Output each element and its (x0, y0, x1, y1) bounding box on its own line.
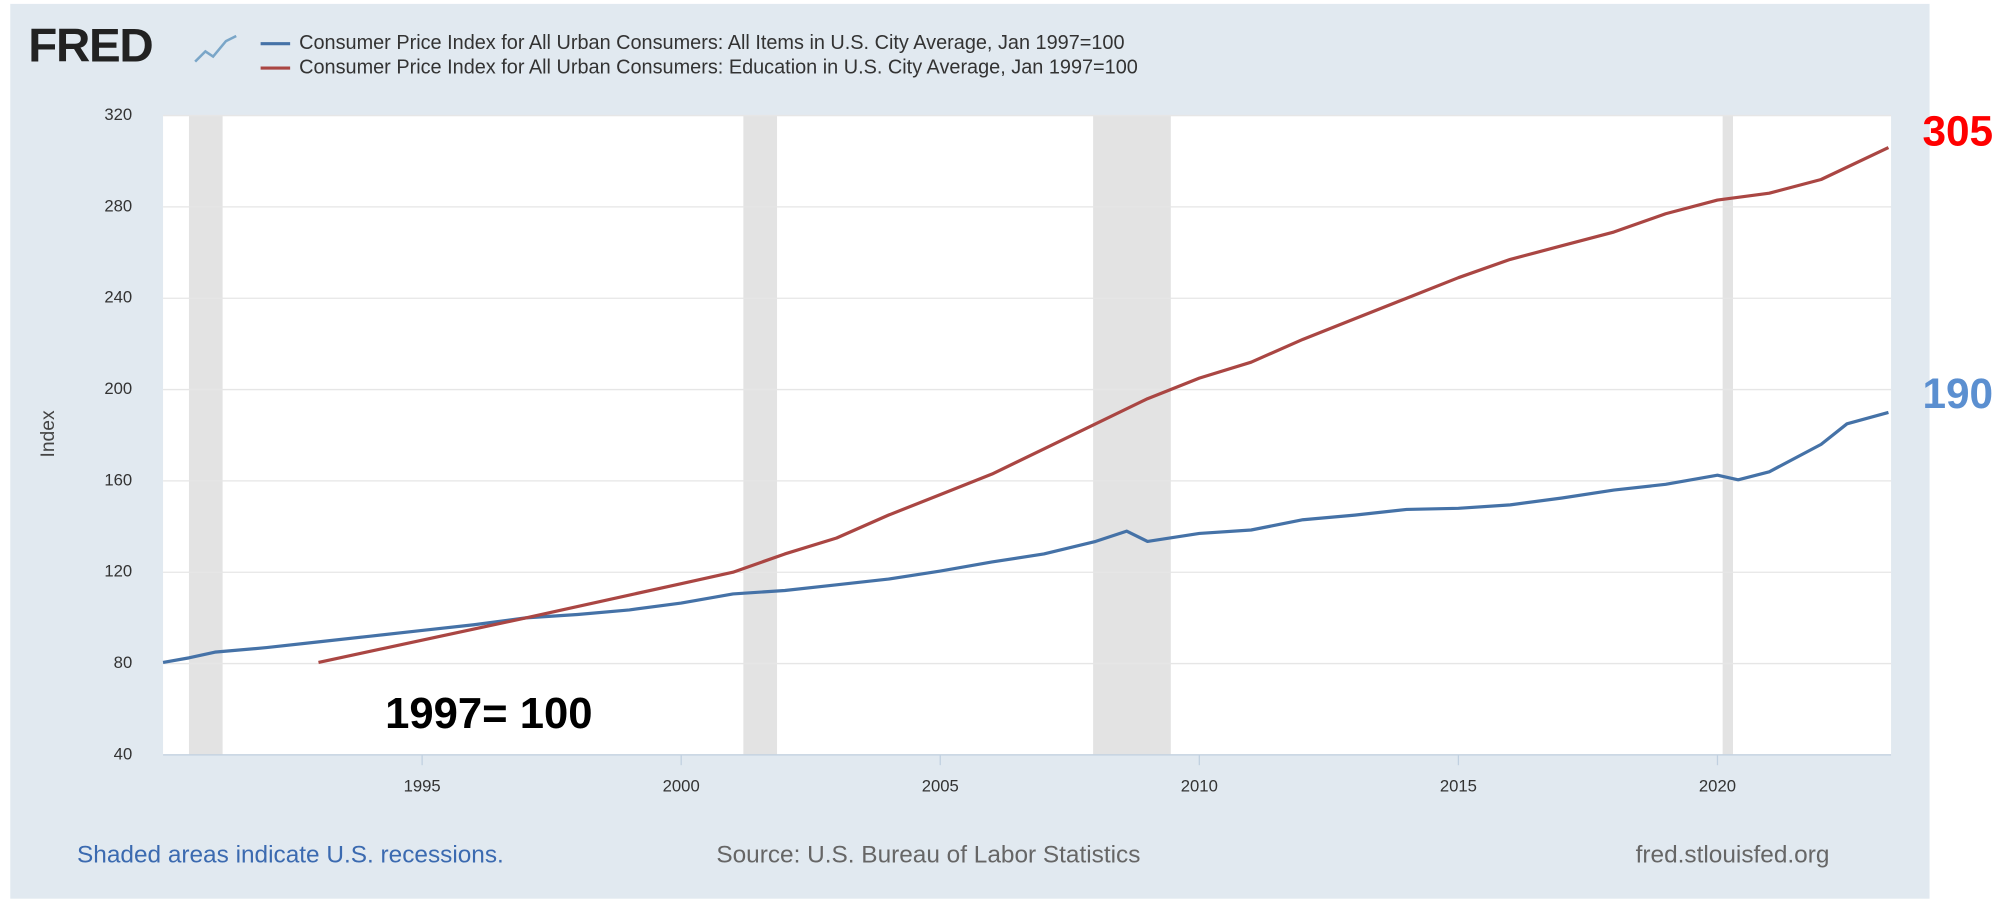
x-tick-label: 2010 (1181, 776, 1218, 795)
series-line (318, 146, 1890, 664)
footer-site: fred.stlouisfed.org (1636, 842, 1830, 869)
y-tick-label: 80 (114, 653, 133, 672)
logo: FRED (28, 19, 152, 72)
y-tick-label: 160 (104, 470, 132, 489)
footer-note: Shaded areas indicate U.S. recessions. (77, 842, 504, 869)
end-label: 190 (1922, 370, 1993, 417)
y-tick-label: 40 (114, 744, 133, 763)
legend-label: Consumer Price Index for All Urban Consu… (299, 32, 1124, 54)
x-tick-label: 1995 (404, 776, 441, 795)
x-tick-label: 2015 (1440, 776, 1477, 795)
y-tick-label: 320 (104, 105, 132, 124)
x-tick-label: 2000 (663, 776, 700, 795)
series-line (162, 410, 1889, 665)
y-axis-label: Index (38, 410, 59, 457)
y-tick-label: 120 (104, 562, 132, 581)
legend-label: Consumer Price Index for All Urban Consu… (299, 56, 1138, 78)
recession-band (743, 115, 778, 755)
logo-icon (194, 34, 237, 63)
y-tick-label: 240 (104, 288, 132, 307)
end-label: 305 (1922, 108, 1993, 155)
annotation: 1997= 100 (385, 689, 592, 738)
recession-band (188, 115, 223, 755)
recession-band (1722, 115, 1734, 755)
x-tick-label: 2020 (1699, 776, 1736, 795)
x-tick-label: 2005 (922, 776, 959, 795)
y-tick-label: 280 (104, 196, 132, 215)
plot-area (163, 115, 1892, 755)
y-tick-label: 200 (104, 379, 132, 398)
recession-band (1093, 115, 1171, 755)
footer-source: Source: U.S. Bureau of Labor Statistics (716, 842, 1140, 869)
